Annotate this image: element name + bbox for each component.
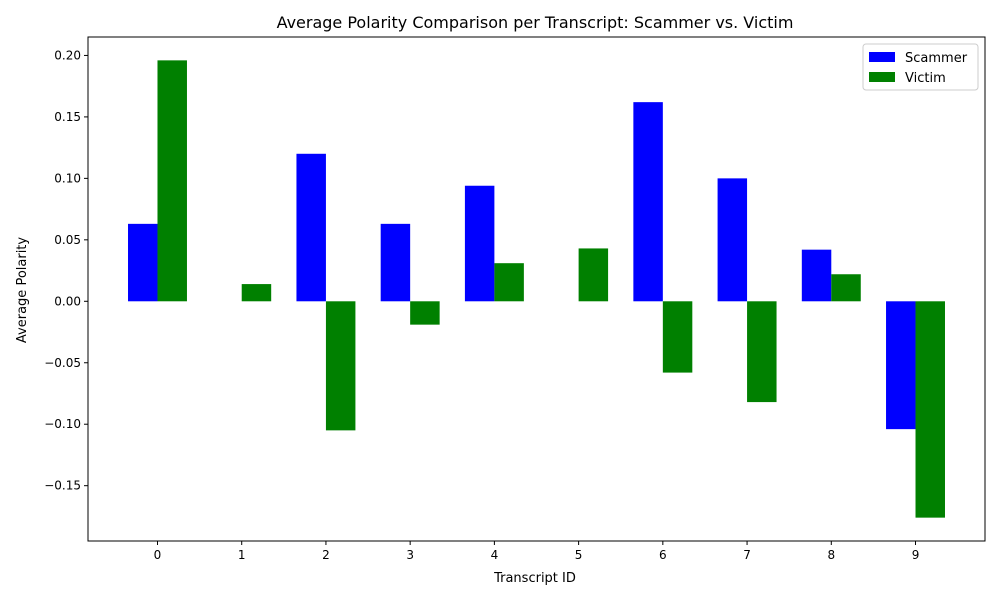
plot-frame	[87, 36, 986, 542]
bar-scammer-4	[464, 185, 495, 302]
y-tick-label: −0.15	[44, 479, 81, 493]
y-tick-label: 0.15	[54, 110, 81, 124]
bar-victim-4	[494, 263, 524, 302]
bar-scammer-3	[380, 223, 411, 302]
bar-victim-5	[578, 248, 609, 302]
bar-scammer-8	[801, 249, 832, 302]
legend-swatch-victim	[869, 72, 895, 82]
x-tick-label: 3	[406, 548, 414, 562]
legend-label-victim: Victim	[905, 71, 946, 86]
bar-scammer-6	[633, 102, 663, 302]
y-tick-label: 0.10	[54, 171, 81, 185]
y-tick-label: 0.00	[54, 294, 81, 308]
x-tick-label: 5	[575, 548, 583, 562]
x-tick-label: 6	[659, 548, 667, 562]
y-tick-label: −0.05	[44, 356, 81, 370]
bar-scammer-7	[717, 178, 748, 302]
x-tick-label: 0	[154, 548, 162, 562]
bar-scammer-9	[886, 301, 916, 430]
y-axis-label: Average Polarity	[15, 237, 30, 343]
bar-victim-7	[747, 301, 777, 403]
x-tick-label: 9	[912, 548, 920, 562]
bars-layer	[128, 60, 945, 518]
bar-victim-1	[241, 284, 272, 302]
bar-scammer-2	[296, 153, 326, 302]
legend-swatch-scammer	[869, 52, 895, 62]
x-tick-label: 8	[827, 548, 835, 562]
x-axis-label: Transcript ID	[493, 571, 576, 586]
x-tick-label: 1	[238, 548, 246, 562]
bar-victim-2	[325, 301, 356, 431]
y-tick-label: 0.20	[54, 48, 81, 62]
axes-layer: −0.15 −0.10 −0.05 0.00 0.05 0.10 0.15 0.20 0 1 2 3 4…	[44, 36, 986, 562]
chart-title: Average Polarity Comparison per Transcri…	[277, 13, 794, 32]
bar-victim-8	[831, 274, 861, 302]
legend: Scammer Victim	[862, 43, 979, 91]
y-tick-label: 0.05	[54, 233, 81, 247]
bar-victim-0	[157, 60, 187, 302]
bar-scammer-0	[128, 223, 158, 302]
x-tick-label: 4	[491, 548, 499, 562]
bar-victim-9	[915, 301, 945, 518]
bar-victim-6	[662, 301, 693, 373]
x-tick-label: 7	[743, 548, 751, 562]
bar-victim-3	[410, 301, 440, 325]
legend-label-scammer: Scammer	[905, 51, 968, 66]
x-tick-label: 2	[322, 548, 330, 562]
y-tick-label: −0.10	[44, 417, 81, 431]
